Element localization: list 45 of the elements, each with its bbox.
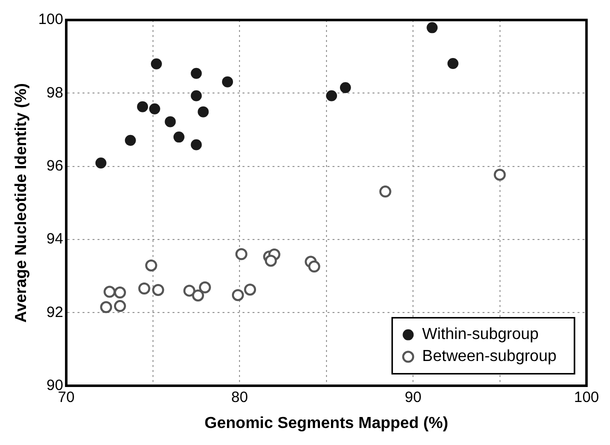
point xyxy=(114,300,126,312)
point xyxy=(149,103,160,114)
point xyxy=(190,139,202,150)
point xyxy=(100,301,112,314)
point xyxy=(340,82,351,94)
point xyxy=(173,132,184,143)
point xyxy=(190,90,202,102)
point xyxy=(124,134,136,146)
point xyxy=(232,289,244,302)
point xyxy=(198,106,209,118)
point xyxy=(137,101,148,112)
legend-label: Within-subgroup xyxy=(422,326,539,344)
point xyxy=(198,281,211,294)
point xyxy=(192,289,204,302)
point xyxy=(164,116,176,128)
point xyxy=(308,260,320,273)
point xyxy=(222,76,234,88)
point xyxy=(183,284,196,297)
y-tick-label: 96 xyxy=(46,157,64,174)
point xyxy=(145,259,158,272)
y-axis-title: Average Nucleotide Identity (%) xyxy=(13,83,30,323)
y-tick-label: 94 xyxy=(46,230,64,248)
point xyxy=(114,286,126,299)
y-tick-label: 98 xyxy=(46,84,64,102)
y-tick-label: 92 xyxy=(46,304,64,321)
x-tick-label: 100 xyxy=(574,388,599,406)
x-tick-label: 80 xyxy=(231,388,248,406)
x-tick-label: 90 xyxy=(404,388,422,406)
point xyxy=(447,58,458,70)
point xyxy=(150,58,162,70)
legend-label: Between-subgroup xyxy=(422,348,557,366)
point xyxy=(244,284,256,296)
point xyxy=(95,158,106,169)
point xyxy=(379,186,392,198)
point xyxy=(152,284,164,296)
point xyxy=(494,168,506,181)
point xyxy=(426,22,438,34)
point xyxy=(264,254,277,267)
point xyxy=(235,248,248,260)
point xyxy=(326,90,338,102)
point xyxy=(104,286,116,298)
point xyxy=(190,68,202,79)
y-tick-label: 100 xyxy=(38,11,64,28)
point xyxy=(138,282,150,294)
x-axis-title: Genomic Segments Mapped (%) xyxy=(204,414,448,432)
